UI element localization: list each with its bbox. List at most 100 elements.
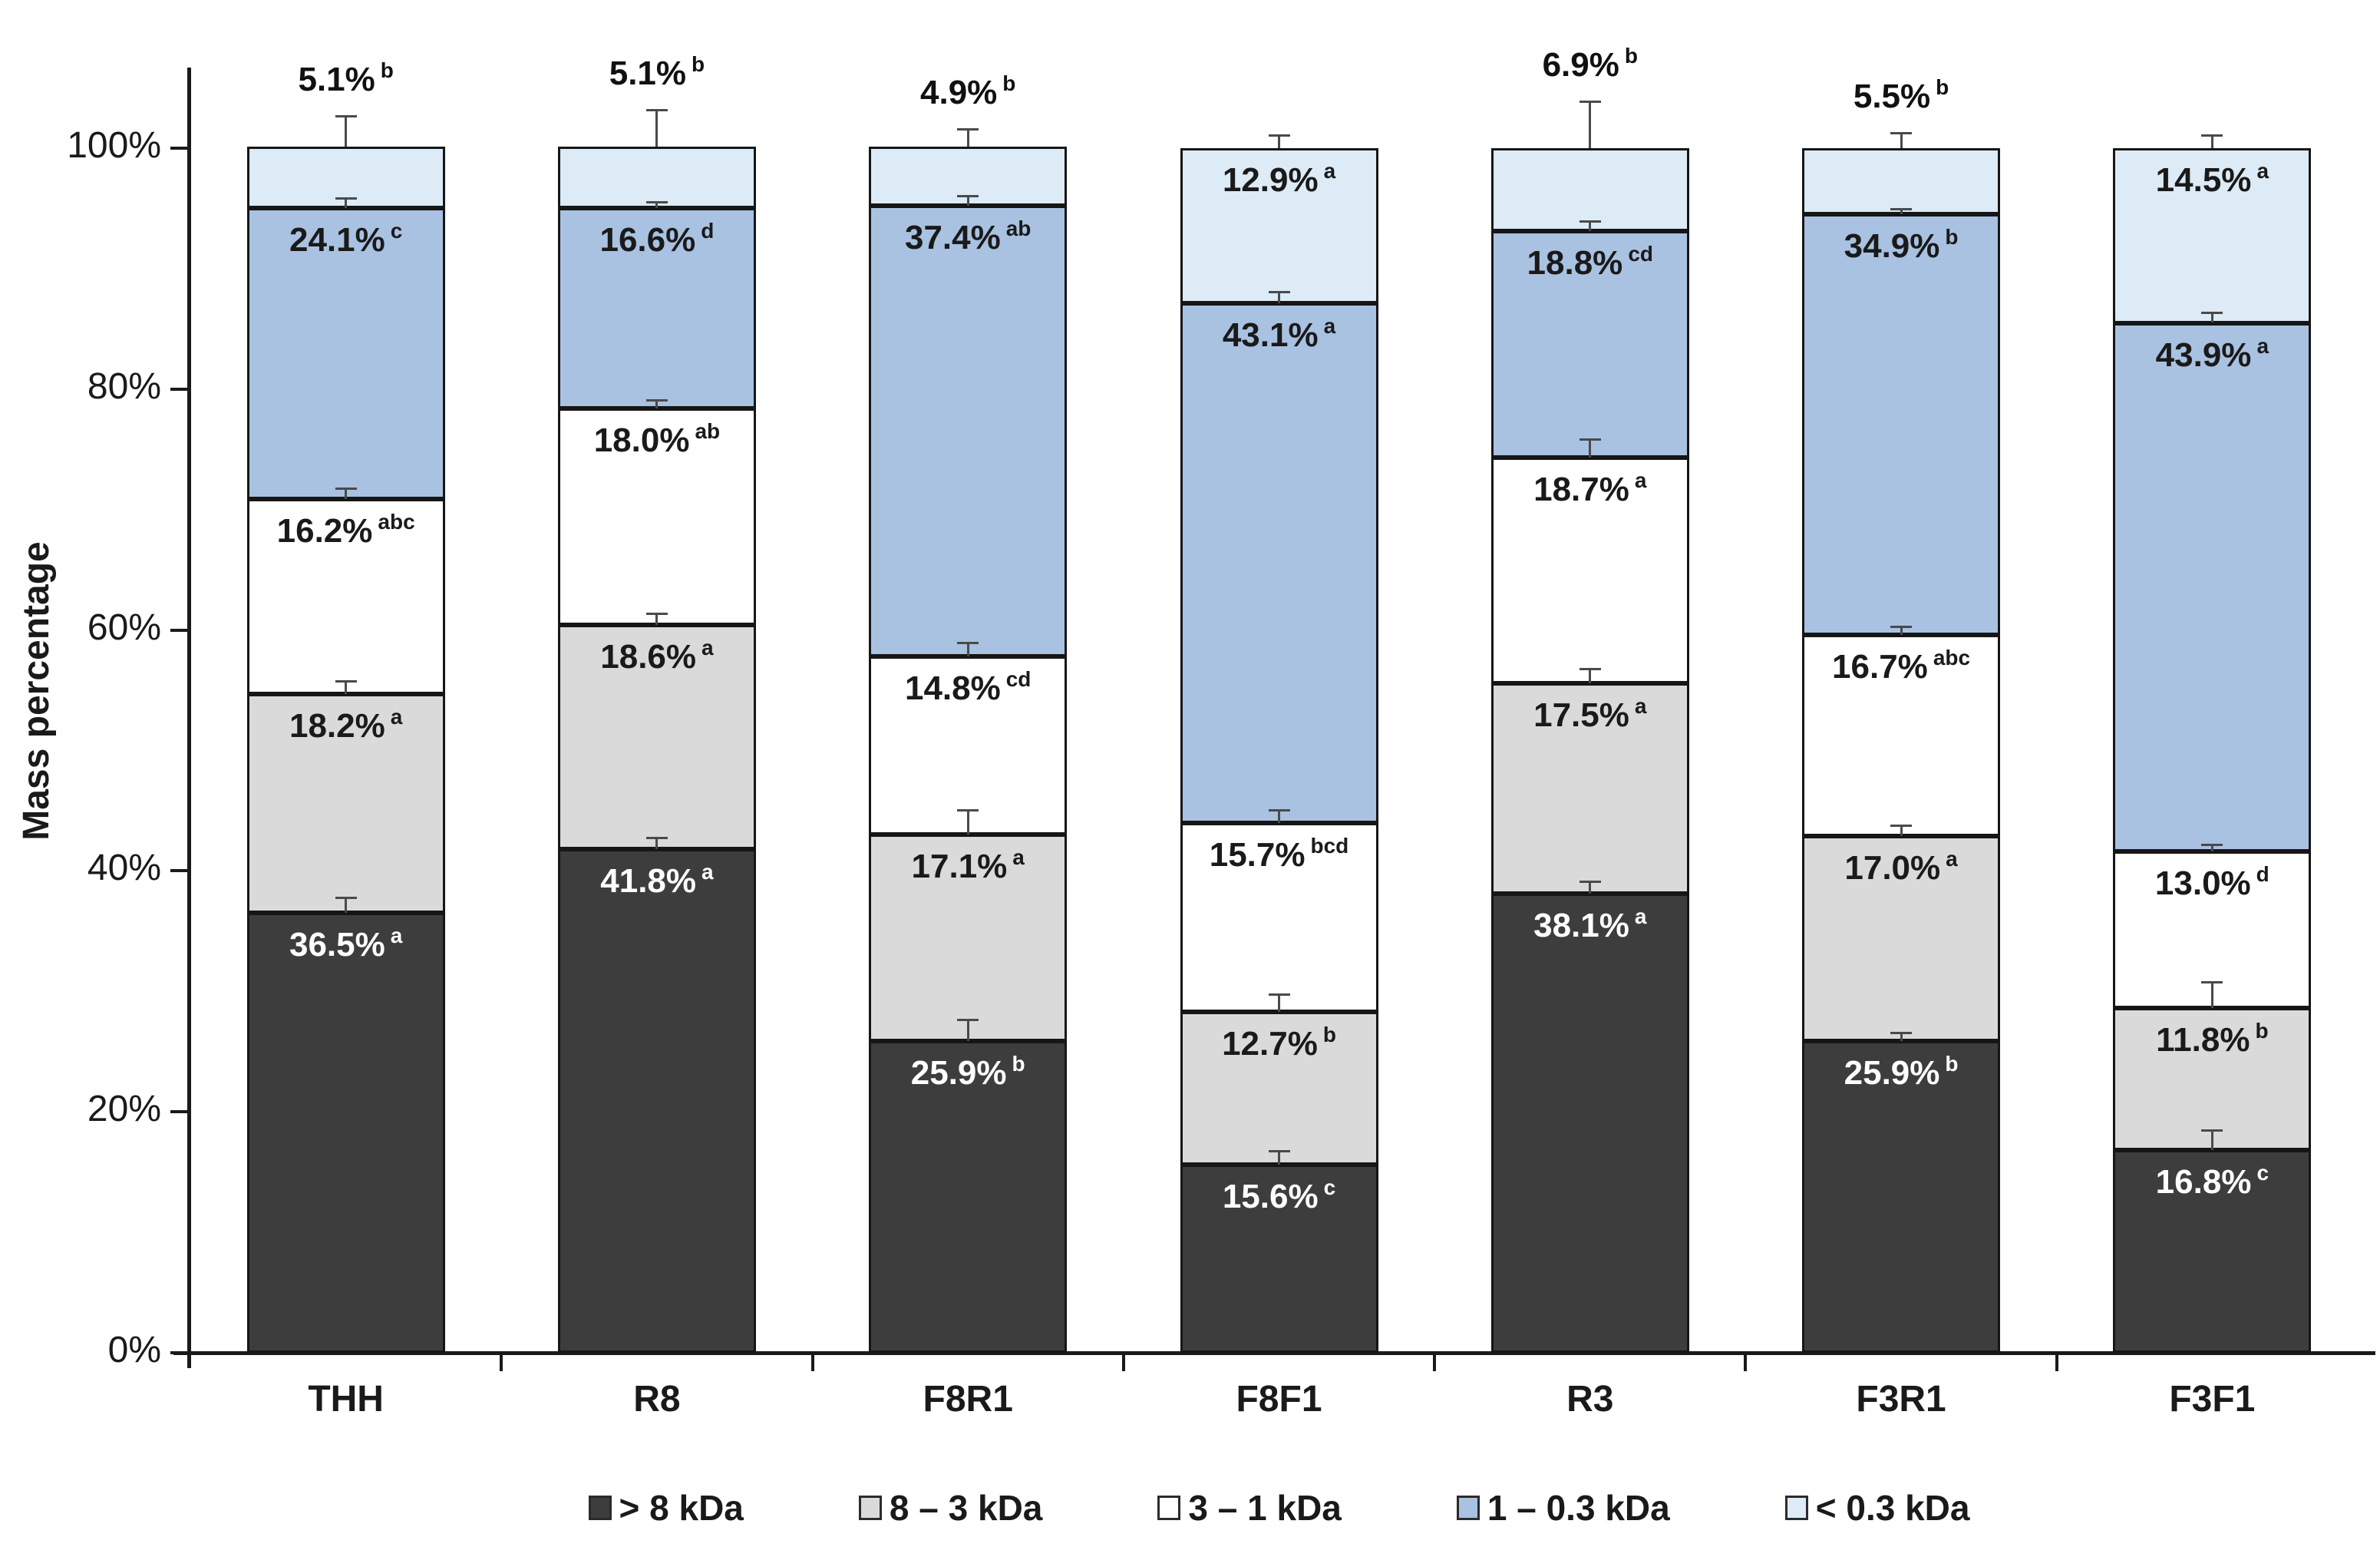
error-bar-cap bbox=[957, 808, 979, 812]
bar-segment bbox=[1490, 231, 1689, 458]
legend-swatch bbox=[1157, 1496, 1181, 1520]
bar-segment bbox=[1802, 1040, 2001, 1353]
y-tick-label: 0% bbox=[107, 1330, 161, 1370]
legend-item: 3 – 1 kDa bbox=[1157, 1487, 1342, 1529]
segment-value-label: 24.1% c bbox=[289, 219, 403, 259]
legend-item: > 8 kDa bbox=[588, 1487, 744, 1529]
segment-value-label: 18.7% a bbox=[1533, 468, 1647, 509]
legend-item: < 0.3 kDa bbox=[1784, 1487, 1970, 1529]
legend-label: 3 – 1 kDa bbox=[1188, 1488, 1342, 1528]
error-bar-line bbox=[1900, 826, 1903, 836]
error-bar-cap bbox=[335, 897, 357, 900]
error-bar-cap bbox=[335, 115, 357, 118]
x-axis-tick bbox=[810, 1353, 814, 1371]
segment-value-label: 43.1% a bbox=[1222, 314, 1336, 355]
category-label: R8 bbox=[633, 1379, 681, 1420]
segment-value-label: 34.9% b bbox=[1844, 225, 1959, 266]
error-bar-line bbox=[1589, 439, 1592, 458]
error-bar-line bbox=[345, 198, 348, 209]
y-axis-line bbox=[187, 68, 191, 1368]
segment-value-label: 41.8% a bbox=[600, 860, 714, 901]
legend-swatch bbox=[1784, 1496, 1808, 1520]
category-label: THH bbox=[308, 1379, 384, 1420]
x-axis-tick bbox=[500, 1353, 503, 1371]
bar-segment bbox=[1180, 1011, 1378, 1165]
bar-segment bbox=[1490, 148, 1689, 232]
segment-value-label: 14.8% cd bbox=[904, 667, 1032, 708]
error-bar-line bbox=[1278, 136, 1280, 148]
error-bar-line bbox=[966, 643, 969, 657]
y-tick-label: 20% bbox=[87, 1089, 161, 1130]
error-bar-line bbox=[1278, 810, 1280, 823]
x-axis-line bbox=[173, 1351, 2375, 1355]
y-tick-label: 80% bbox=[87, 365, 161, 407]
error-bar-cap bbox=[2201, 311, 2223, 314]
error-bar-line bbox=[345, 117, 348, 147]
legend-label: < 0.3 kDa bbox=[1815, 1488, 1970, 1528]
error-bar-cap bbox=[2201, 1129, 2223, 1132]
segment-value-label: 14.5% a bbox=[2155, 159, 2269, 199]
segment-value-label: 38.1% a bbox=[1533, 904, 1647, 945]
bar-segment bbox=[246, 693, 445, 914]
segment-value-label: 43.9% a bbox=[2155, 333, 2269, 374]
segment-value-label: 17.0% a bbox=[1844, 846, 1958, 887]
y-axis-tick bbox=[170, 387, 189, 391]
segment-value-label: 5.1% b bbox=[298, 58, 394, 99]
error-bar-cap bbox=[335, 680, 357, 683]
bar-segment bbox=[869, 147, 1068, 207]
error-bar-line bbox=[345, 898, 348, 914]
x-axis-tick bbox=[1121, 1353, 1125, 1371]
error-bar-cap bbox=[2201, 981, 2223, 984]
segment-value-label: 17.5% a bbox=[1533, 693, 1647, 734]
legend-label: > 8 kDa bbox=[619, 1488, 744, 1528]
segment-value-label: 13.0% d bbox=[2154, 862, 2269, 903]
error-bar-cap bbox=[645, 109, 668, 112]
segment-value-label: 16.7% abc bbox=[1832, 645, 1971, 686]
segment-value-label: 18.0% ab bbox=[593, 418, 721, 459]
error-bar-line bbox=[2210, 312, 2213, 323]
bar-segment bbox=[246, 913, 445, 1353]
error-bar-line bbox=[655, 202, 659, 209]
error-bar-line bbox=[2210, 1131, 2213, 1151]
error-bar-cap bbox=[335, 488, 357, 491]
segment-value-label: 16.6% d bbox=[599, 219, 715, 259]
segment-value-label: 15.6% c bbox=[1222, 1175, 1336, 1216]
category-label: F3R1 bbox=[1856, 1379, 1946, 1420]
bar-segment bbox=[557, 408, 756, 626]
bar-segment bbox=[246, 498, 445, 694]
error-bar-line bbox=[1278, 293, 1280, 304]
error-bar-line bbox=[1589, 221, 1592, 232]
y-axis-tick bbox=[170, 869, 189, 873]
bar-segment bbox=[557, 625, 756, 850]
bar-segment bbox=[869, 206, 1068, 657]
error-bar-line bbox=[1589, 881, 1592, 894]
bar-segment bbox=[1490, 683, 1689, 894]
segment-value-label: 18.2% a bbox=[289, 704, 403, 745]
x-axis-tick bbox=[1433, 1353, 1437, 1371]
bar-segment bbox=[1490, 894, 1689, 1353]
error-bar-cap bbox=[1579, 880, 1601, 883]
segment-value-label: 18.6% a bbox=[600, 636, 714, 676]
legend-swatch bbox=[1456, 1496, 1480, 1520]
legend-label: 8 – 3 kDa bbox=[889, 1488, 1043, 1528]
error-bar-cap bbox=[1268, 134, 1290, 137]
error-bar-cap bbox=[1890, 626, 1913, 629]
error-bar-cap bbox=[645, 613, 668, 616]
error-bar-line bbox=[2210, 136, 2213, 148]
error-bar-line bbox=[966, 1020, 969, 1041]
segment-value-label: 25.9% b bbox=[1844, 1051, 1959, 1092]
error-bar-line bbox=[345, 682, 348, 694]
error-bar-line bbox=[655, 838, 659, 850]
error-bar-cap bbox=[2201, 844, 2223, 847]
error-bar-line bbox=[1900, 210, 1903, 215]
segment-value-label: 36.5% a bbox=[289, 924, 403, 964]
segment-value-label: 25.9% b bbox=[910, 1051, 1025, 1092]
segment-value-label: 17.1% a bbox=[911, 845, 1025, 886]
error-bar-line bbox=[1900, 1033, 1903, 1041]
error-bar-line bbox=[966, 196, 969, 207]
error-bar-line bbox=[2210, 845, 2213, 852]
segment-value-label: 16.2% abc bbox=[276, 509, 415, 550]
segment-value-label: 5.1% b bbox=[609, 52, 705, 93]
error-bar-line bbox=[1900, 627, 1903, 635]
